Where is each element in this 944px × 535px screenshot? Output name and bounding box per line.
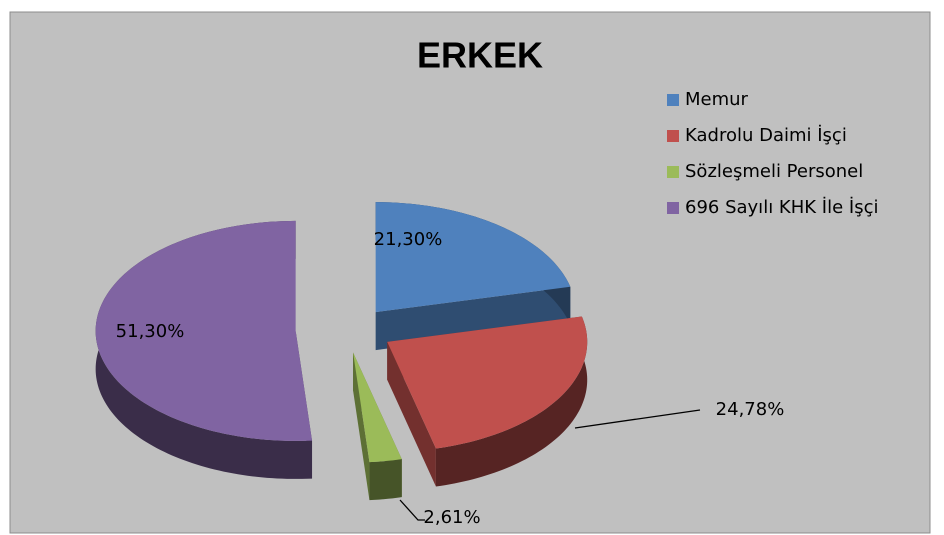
data-label: 51,30%: [116, 321, 185, 342]
slice-top: [353, 352, 402, 463]
legend-label: Memur: [685, 89, 749, 110]
slice: [95, 220, 313, 479]
slice: [353, 352, 402, 501]
slice: [375, 202, 571, 351]
slice-face: [375, 286, 571, 351]
legend-label: Sözleşmeli Personel: [685, 161, 863, 182]
legend-swatch: [667, 202, 679, 214]
slice-top: [95, 220, 313, 441]
slice-face: [387, 341, 436, 487]
data-label: 24,78%: [716, 399, 785, 420]
legend-label: Kadrolu Daimi İşçi: [685, 125, 847, 146]
legend-swatch: [667, 166, 679, 178]
legend-swatch: [667, 94, 679, 106]
data-label: 21,30%: [374, 229, 443, 250]
data-label: 2,61%: [423, 507, 480, 528]
leader-line: [399, 499, 425, 521]
slice-face: [353, 352, 370, 501]
slice: [387, 316, 588, 487]
leader-line: [574, 409, 701, 429]
slice-top: [387, 316, 588, 449]
chart-title: ERKEK: [417, 35, 543, 76]
slice-side: [369, 459, 402, 501]
slice-side: [435, 316, 588, 487]
legend-swatch: [667, 130, 679, 142]
slice-top: [375, 202, 571, 313]
legend-label: 696 Sayılı KHK İle İşçi: [685, 197, 878, 218]
